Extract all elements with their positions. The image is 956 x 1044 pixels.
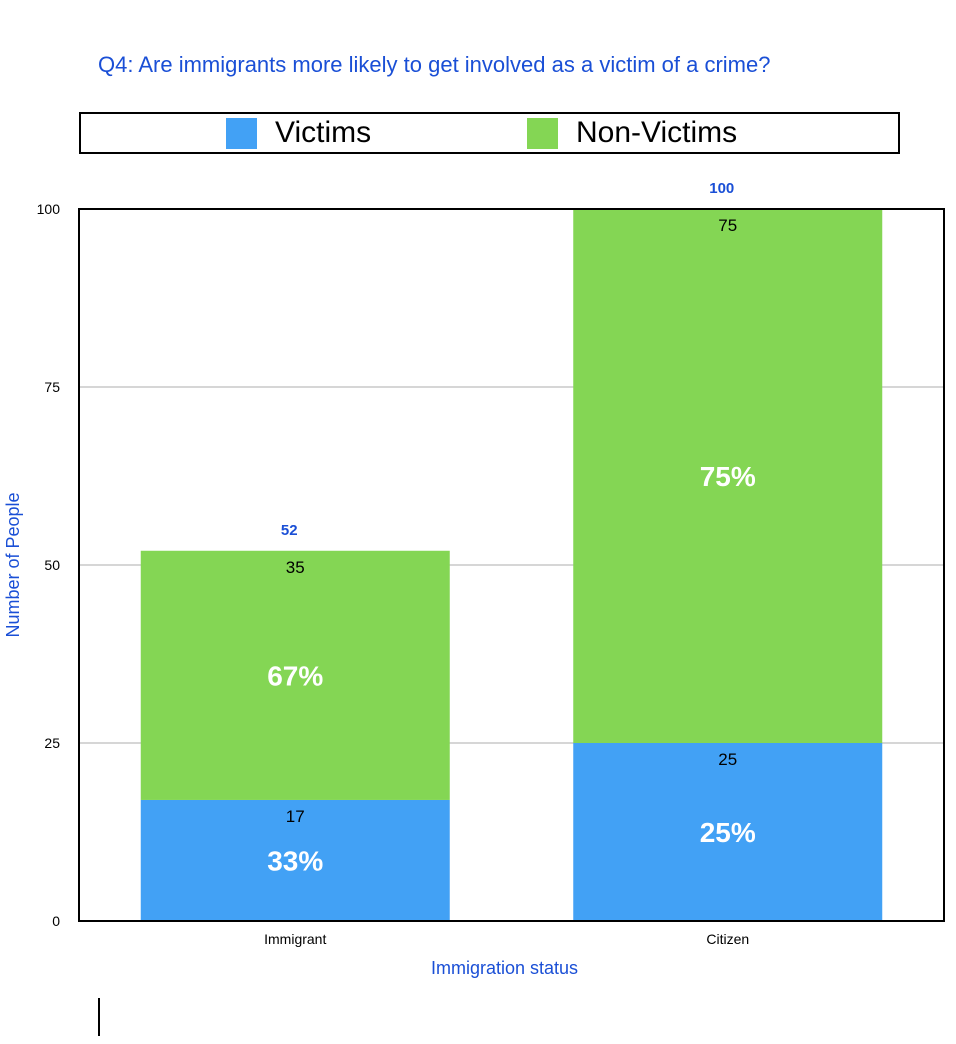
- bar-segment: [573, 743, 883, 921]
- legend-label-non-victims: Non-Victims: [576, 116, 738, 149]
- bar-segment: [140, 550, 450, 800]
- legend-label-victims: Victims: [275, 116, 372, 149]
- percent-label: 67%: [267, 660, 323, 691]
- plot-frame: [78, 208, 945, 922]
- y-tick-label: 100: [37, 201, 61, 217]
- data-label: 75: [718, 216, 737, 235]
- legend-swatch-non-victims: [527, 117, 558, 149]
- percent-label: 33%: [267, 845, 323, 876]
- total-label: 100: [709, 180, 734, 197]
- x-tick-label: Citizen: [706, 931, 749, 947]
- bar-segment: [573, 209, 883, 743]
- text-cursor: [98, 998, 100, 1036]
- legend-item-non-victims: Non-Victims: [527, 116, 738, 149]
- y-tick-label: 75: [44, 379, 60, 395]
- percent-label: 25%: [700, 817, 756, 848]
- bar-segment: [140, 799, 450, 921]
- y-tick-label: 25: [44, 735, 60, 751]
- x-tick-label: Immigrant: [264, 931, 326, 947]
- data-label: 17: [286, 807, 305, 826]
- y-axis-title: Number of People: [3, 492, 23, 637]
- x-axis-title: Immigration status: [431, 958, 578, 978]
- y-tick-label: 0: [52, 913, 60, 929]
- total-label: 52: [281, 522, 298, 539]
- data-label: 25: [718, 750, 737, 769]
- percent-label: 75%: [700, 461, 756, 492]
- legend: Victims Non-Victims: [79, 112, 900, 154]
- data-label: 35: [286, 558, 305, 577]
- y-tick-label: 50: [44, 557, 60, 573]
- legend-item-victims: Victims: [226, 116, 372, 149]
- legend-swatch-victims: [226, 117, 257, 149]
- chart-title: Q4: Are immigrants more likely to get in…: [98, 52, 771, 77]
